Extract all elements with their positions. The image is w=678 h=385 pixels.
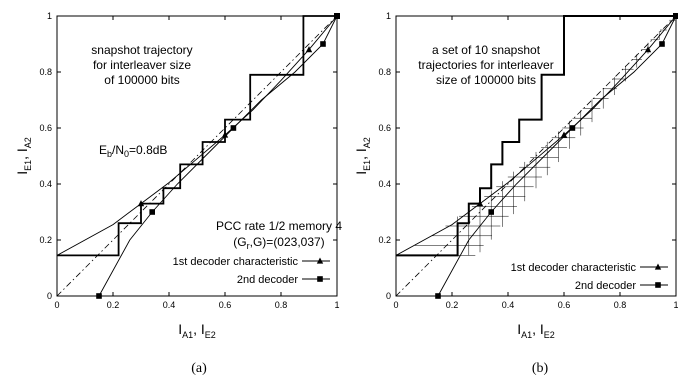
endpoint-marker — [673, 13, 678, 19]
triangle-marker — [305, 46, 313, 53]
generator-label: (Gr,G)=(023,037) — [233, 235, 324, 251]
x-tick-label: 0.8 — [275, 300, 288, 310]
y-tick-label: 0.2 — [39, 235, 52, 245]
annotation-title-line: snapshot trajectory — [91, 43, 192, 57]
legend-label: 2nd decoder — [575, 280, 636, 292]
x-tick-label: 0 — [54, 300, 59, 310]
triangle-marker — [221, 131, 229, 138]
y-tick-label: 0.8 — [378, 67, 391, 77]
panel-caption: (a) — [191, 361, 207, 376]
square-marker — [96, 293, 102, 299]
square-marker — [659, 41, 665, 47]
x-tick-label: 0.8 — [614, 300, 627, 310]
square-marker — [435, 293, 441, 299]
y-tick-label: 0.6 — [378, 123, 391, 133]
x-tick-label: 0.6 — [558, 300, 571, 310]
legend-label: 2nd decoder — [237, 274, 298, 286]
x-tick-label: 0.4 — [163, 300, 176, 310]
y-axis-label: IE1, IA2 — [14, 137, 33, 175]
x-axis-label: IA1, IE2 — [517, 321, 555, 340]
legend-label: 1st decoder characteristic — [173, 256, 299, 268]
annotation-title-line: trajectories for interleaver — [418, 58, 553, 72]
plot-frame — [56, 15, 338, 297]
series-2nd-decoder — [96, 15, 338, 299]
legend-square-marker — [317, 276, 323, 282]
characteristic-curve — [437, 15, 677, 297]
y-tick-label: 1 — [386, 11, 391, 21]
triangle-marker — [137, 200, 145, 207]
y-axis-label-group: IE1, IA2 — [353, 137, 372, 175]
y-tick-label: 0 — [47, 291, 52, 301]
ebno-label: Eb/N0=0.8dB — [99, 143, 167, 159]
triangle-marker — [644, 46, 652, 53]
square-marker — [230, 125, 237, 131]
trajectory-set — [396, 15, 677, 257]
panel-b: 0 0.2 0.4 0.6 0.8 1 0 0.2 0.4 0.6 0.8 1 IA1, IE2 IE1,… — [353, 11, 678, 376]
characteristic-curve — [98, 15, 338, 297]
diagonal-line — [395, 15, 677, 297]
characteristic-curve — [56, 15, 338, 256]
x-tick-label: 1 — [673, 300, 678, 310]
y-tick-label: 0.4 — [39, 179, 52, 189]
characteristic-curve — [395, 15, 677, 256]
y-axis-label-group: IE1, IA2 — [14, 137, 33, 175]
square-marker — [320, 41, 326, 47]
y-tick-label: 1 — [47, 11, 52, 21]
series-1st-decoder — [395, 15, 677, 256]
square-marker — [488, 209, 494, 215]
annotation-title-line: a set of 10 snapshot — [432, 43, 541, 57]
trajectory-bold — [396, 15, 676, 257]
legend-triangle-marker — [654, 263, 662, 270]
legend-triangle-marker — [316, 257, 324, 264]
endpoint-marker — [334, 13, 340, 19]
y-tick-label: 0.6 — [39, 123, 52, 133]
annotation-title-line: of 100000 bits — [104, 73, 179, 87]
y-tick-label: 0 — [386, 291, 391, 301]
trajectory-staircase — [57, 15, 337, 257]
x-tick-label: 0.4 — [502, 300, 515, 310]
legend-label: 1st decoder characteristic — [511, 262, 637, 274]
x-axis-label: IA1, IE2 — [178, 321, 216, 340]
panel-a: 0 0.2 0.4 0.6 0.8 1 0 0.2 0.4 0.6 0.8 1 IA1, IE2 IE1,… — [14, 11, 342, 376]
x-tick-label: 0.6 — [219, 300, 232, 310]
x-tick-label: 1 — [334, 300, 339, 310]
annotation-title-line: for interleaver size — [93, 58, 191, 72]
triangle-marker — [560, 131, 568, 138]
x-tick-label: 0.2 — [107, 300, 120, 310]
y-tick-label: 0.2 — [378, 235, 391, 245]
y-axis-label: IE1, IA2 — [353, 137, 372, 175]
panel-caption: (b) — [532, 361, 549, 376]
series-2nd-decoder — [435, 15, 677, 299]
legend-square-marker — [655, 282, 661, 288]
triangle-marker — [476, 200, 484, 207]
plot-frame — [395, 15, 677, 297]
x-tick-label: 0 — [393, 300, 398, 310]
square-marker — [569, 125, 576, 131]
diagonal-line — [56, 15, 338, 297]
x-tick-label: 0.2 — [446, 300, 459, 310]
y-tick-label: 0.4 — [378, 179, 391, 189]
annotation-title-line: size of 100000 bits — [436, 73, 536, 87]
y-tick-label: 0.8 — [39, 67, 52, 77]
series-1st-decoder — [56, 15, 338, 256]
square-marker — [149, 209, 155, 215]
code-description: PCC rate 1/2 memory 4 — [216, 219, 342, 233]
